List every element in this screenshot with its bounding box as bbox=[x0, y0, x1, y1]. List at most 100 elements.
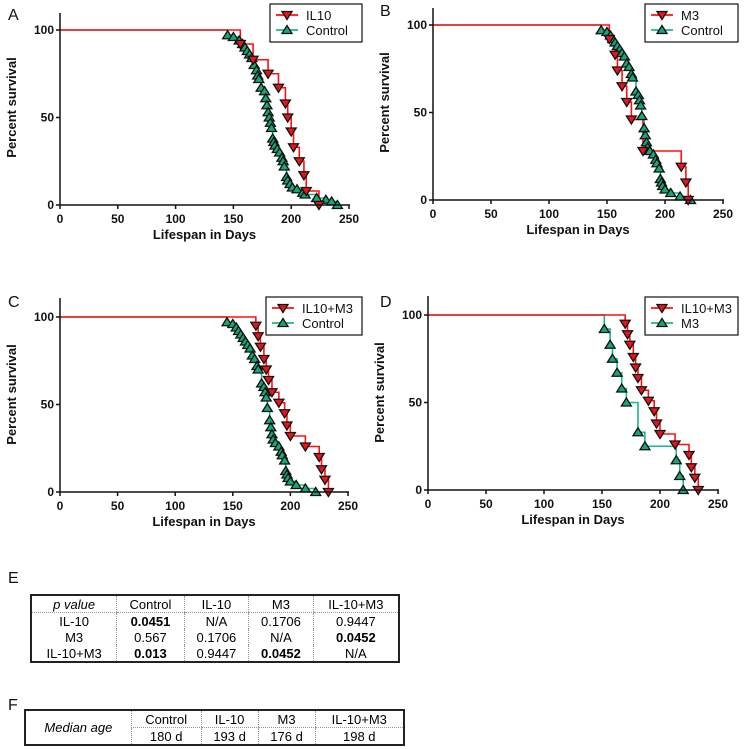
cell: 0.0452 bbox=[312, 629, 399, 645]
survival-line-control bbox=[60, 29, 339, 205]
header-cell: Control bbox=[116, 595, 185, 613]
data-point bbox=[627, 352, 640, 363]
data-point bbox=[285, 127, 298, 138]
data-point bbox=[606, 353, 619, 363]
data-point bbox=[620, 97, 633, 108]
data-point bbox=[284, 431, 297, 442]
panel-label: A bbox=[8, 7, 19, 24]
data-point bbox=[653, 429, 667, 440]
y-tick-label: 50 bbox=[414, 106, 428, 120]
x-axis-label: Lifespan in Days bbox=[152, 514, 255, 529]
data-point bbox=[287, 143, 300, 153]
x-tick-label: 100 bbox=[539, 207, 559, 221]
data-point bbox=[615, 382, 628, 393]
data-point bbox=[246, 55, 260, 66]
cell: 176 d bbox=[257, 727, 316, 745]
data-point bbox=[598, 323, 611, 334]
data-point bbox=[634, 99, 647, 110]
row-label: IL-10 bbox=[59, 613, 89, 629]
cell: 0.013 bbox=[116, 645, 185, 662]
survival-line-m3 bbox=[433, 24, 689, 200]
panel-label: C bbox=[8, 294, 20, 311]
data-point bbox=[293, 157, 306, 167]
data-point bbox=[631, 426, 645, 437]
x-tick-label: 200 bbox=[650, 497, 670, 511]
legend-label: IL10 bbox=[306, 8, 331, 23]
data-point bbox=[619, 319, 632, 330]
x-axis-label: Lifespan in Days bbox=[521, 512, 624, 527]
header-cell: IL-10 bbox=[200, 710, 259, 728]
data-point bbox=[603, 339, 617, 349]
data-point bbox=[622, 61, 636, 72]
data-point bbox=[300, 186, 313, 197]
survival-line-control bbox=[433, 24, 692, 200]
data-point bbox=[251, 332, 265, 342]
row-label: IL-10+M3 bbox=[46, 645, 102, 661]
data-point bbox=[278, 454, 291, 465]
data-point bbox=[648, 407, 661, 417]
data-point bbox=[636, 146, 650, 157]
data-point bbox=[318, 475, 332, 486]
x-tick-label: 100 bbox=[166, 212, 186, 226]
data-point bbox=[315, 465, 328, 475]
y-tick-label: 0 bbox=[47, 485, 54, 499]
row-label: Median age bbox=[44, 720, 113, 735]
median-age-table: Median age Control IL-10 M3 IL-10+M3 180… bbox=[24, 709, 405, 746]
x-tick-label: 50 bbox=[484, 207, 498, 221]
data-point bbox=[261, 402, 274, 413]
data-point bbox=[653, 162, 666, 173]
header-cell: Control bbox=[130, 710, 202, 728]
data-point bbox=[272, 398, 286, 409]
survival-line-il10 bbox=[60, 29, 320, 205]
survival-line-m3 bbox=[428, 314, 684, 490]
cell: 0.9447 bbox=[312, 612, 399, 629]
legend-marker bbox=[655, 10, 669, 21]
data-point bbox=[297, 171, 311, 181]
survival-line-il10+m3 bbox=[428, 314, 700, 490]
cell: N/A bbox=[248, 629, 314, 645]
cell: 0.567 bbox=[116, 629, 185, 645]
data-point bbox=[688, 473, 701, 484]
legend-box bbox=[644, 296, 739, 336]
header-cell: M3 bbox=[248, 595, 314, 613]
x-tick-label: 100 bbox=[534, 497, 554, 511]
legend-label: M3 bbox=[681, 8, 699, 23]
data-point bbox=[278, 409, 291, 419]
x-tick-label: 250 bbox=[339, 212, 359, 226]
cell: 0.1706 bbox=[183, 629, 249, 645]
data-point bbox=[252, 73, 266, 84]
y-axis-label: Percent survival bbox=[377, 52, 392, 152]
legend-label: IL10+M3 bbox=[302, 301, 353, 316]
data-point bbox=[679, 178, 693, 189]
x-axis-label: Lifespan in Days bbox=[526, 222, 629, 237]
survival-line-il10+m3 bbox=[60, 316, 330, 492]
x-tick-label: 0 bbox=[57, 212, 64, 226]
x-tick-label: 200 bbox=[280, 499, 300, 513]
data-point bbox=[615, 82, 629, 92]
data-point bbox=[262, 375, 275, 386]
data-point bbox=[299, 442, 312, 453]
data-point bbox=[682, 450, 696, 461]
data-point bbox=[603, 34, 616, 45]
y-tick-label: 50 bbox=[41, 398, 55, 412]
x-tick-label: 0 bbox=[425, 497, 432, 511]
x-tick-label: 200 bbox=[655, 207, 675, 221]
data-point bbox=[284, 475, 297, 486]
data-point bbox=[625, 115, 638, 126]
y-tick-label: 100 bbox=[34, 310, 54, 324]
panel-label: D bbox=[380, 294, 392, 311]
y-axis-label: Percent survival bbox=[4, 57, 19, 157]
x-tick-label: 0 bbox=[430, 207, 437, 221]
data-point bbox=[265, 122, 278, 133]
y-tick-label: 100 bbox=[402, 308, 422, 322]
legend-marker bbox=[280, 10, 294, 21]
data-point bbox=[620, 396, 633, 407]
